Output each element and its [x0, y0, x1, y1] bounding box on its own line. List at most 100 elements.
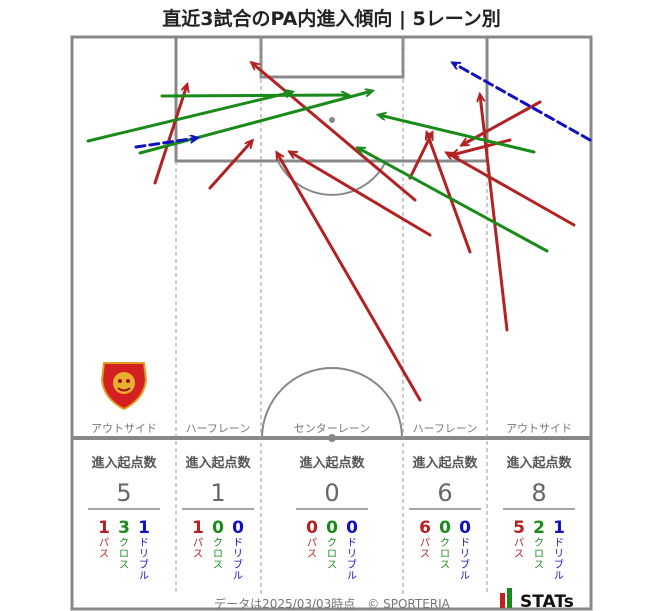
cross-arrow — [138, 91, 372, 155]
stat-header: 進入起点数 — [506, 455, 572, 471]
cross-label: ス — [440, 560, 450, 571]
dribble-label: リ — [554, 549, 564, 560]
cross-label: ス — [119, 560, 129, 571]
page-title: 直近3試合のPA内進入傾向 | 5レーン別 — [162, 8, 501, 30]
pass-label: パ — [514, 537, 524, 549]
dribble-label: ド — [460, 538, 470, 549]
pass-arrow — [208, 141, 252, 190]
dribble-label: ル — [139, 571, 149, 582]
cross-label: ス — [534, 560, 544, 571]
cross-label: ロ — [440, 549, 450, 560]
lane-dividers — [175, 37, 488, 595]
cross-arrow — [379, 115, 536, 154]
lane-labels: アウトサイド ハーフレーン センターレーン ハーフレーン アウトサイド — [91, 422, 572, 435]
stat-header: 進入起点数 — [185, 455, 251, 471]
logo-bar-icon — [500, 593, 505, 608]
dribble-label: ル — [460, 571, 470, 582]
cross-label: ロ — [534, 549, 544, 560]
dribble-label: ド — [139, 538, 149, 549]
lane-label: センターレーン — [294, 422, 370, 435]
lane-total: 0 — [324, 479, 339, 507]
dribble-count: 0 — [459, 518, 471, 538]
pass-arrow — [252, 63, 417, 202]
logo-bar-icon — [507, 588, 512, 608]
lane-stats: 進入起点数51パス3クロス1ドリブル進入起点数11パス0クロス0ドリブル進入起点… — [88, 455, 575, 582]
lane-label: ハーフレーン — [186, 422, 251, 435]
center-spot — [328, 434, 336, 442]
pass-arrow — [427, 133, 472, 254]
stat-header: 進入起点数 — [299, 455, 365, 471]
pass-arrow — [277, 153, 422, 402]
cross-arrow — [86, 92, 292, 143]
stat-header: 進入起点数 — [91, 455, 157, 471]
dribble-label: ド — [554, 538, 564, 549]
brand-name: STATs — [520, 592, 574, 611]
dribble-label: リ — [139, 549, 149, 560]
pass-label: ス — [420, 549, 430, 560]
pass-arrow — [447, 153, 576, 227]
dribble-label: ド — [233, 538, 243, 549]
penalty-arc — [277, 160, 387, 196]
cross-label: ク — [213, 537, 223, 549]
stat-header: 進入起点数 — [412, 455, 478, 471]
pass-label: パ — [99, 537, 109, 549]
lane-label: ハーフレーン — [413, 422, 478, 435]
lane-total: 8 — [531, 479, 546, 507]
cross-label: ス — [213, 560, 223, 571]
cross-label: ク — [534, 537, 544, 549]
dribble-label: リ — [233, 549, 243, 560]
pass-label: ス — [193, 549, 203, 560]
cross-count: 0 — [212, 518, 224, 538]
cross-arrow — [160, 95, 348, 96]
pass-arrow — [480, 95, 509, 332]
dribble-count: 0 — [232, 518, 244, 538]
pass-count: 1 — [192, 518, 204, 538]
dribble-label: ル — [233, 571, 243, 582]
dribble-label: ブ — [554, 558, 564, 571]
cross-count: 0 — [326, 518, 338, 538]
dribble-label: ル — [554, 571, 564, 582]
cross-label: ク — [119, 537, 129, 549]
dribble-count: 0 — [346, 518, 358, 538]
pass-label: パ — [420, 537, 430, 549]
dribble-label: ブ — [233, 558, 243, 571]
cross-count: 2 — [533, 518, 545, 538]
cross-count: 3 — [118, 518, 130, 538]
dribble-arrow — [134, 138, 197, 149]
pass-label: ス — [514, 549, 524, 560]
entry-arrows — [86, 63, 592, 402]
dribble-label: ブ — [139, 558, 149, 571]
lane-total: 6 — [437, 479, 452, 507]
cross-label: ロ — [213, 549, 223, 560]
pass-label: ス — [99, 549, 109, 560]
footer-credit: データは2025/03/03時点 © SPORTERIA — [214, 596, 451, 611]
penalty-spot — [329, 117, 335, 123]
pass-label: ス — [307, 549, 317, 560]
lane-label: アウトサイド — [91, 422, 157, 435]
cross-count: 0 — [439, 518, 451, 538]
dribble-count: 1 — [138, 518, 150, 538]
lane-total: 5 — [116, 479, 131, 507]
cross-label: ク — [440, 537, 450, 549]
dribble-label: ド — [347, 538, 357, 549]
pass-arrow — [290, 152, 432, 237]
cross-label: ス — [327, 560, 337, 571]
dribble-label: ル — [347, 571, 357, 582]
goal-area — [259, 35, 405, 79]
pass-label: パ — [193, 537, 203, 549]
pass-count: 5 — [513, 518, 525, 538]
pass-count: 0 — [306, 518, 318, 538]
stats-logo: STATs — [500, 588, 574, 611]
pass-arrow — [153, 85, 187, 185]
cross-arrow — [358, 148, 549, 253]
dribble-label: ブ — [347, 558, 357, 571]
cross-label: ロ — [327, 549, 337, 560]
dribble-label: リ — [460, 549, 470, 560]
dribble-count: 1 — [553, 518, 565, 538]
dribble-label: リ — [347, 549, 357, 560]
pass-count: 6 — [419, 518, 431, 538]
dribble-label: ブ — [460, 558, 470, 571]
pass-label: パ — [307, 537, 317, 549]
cross-label: ロ — [119, 549, 129, 560]
